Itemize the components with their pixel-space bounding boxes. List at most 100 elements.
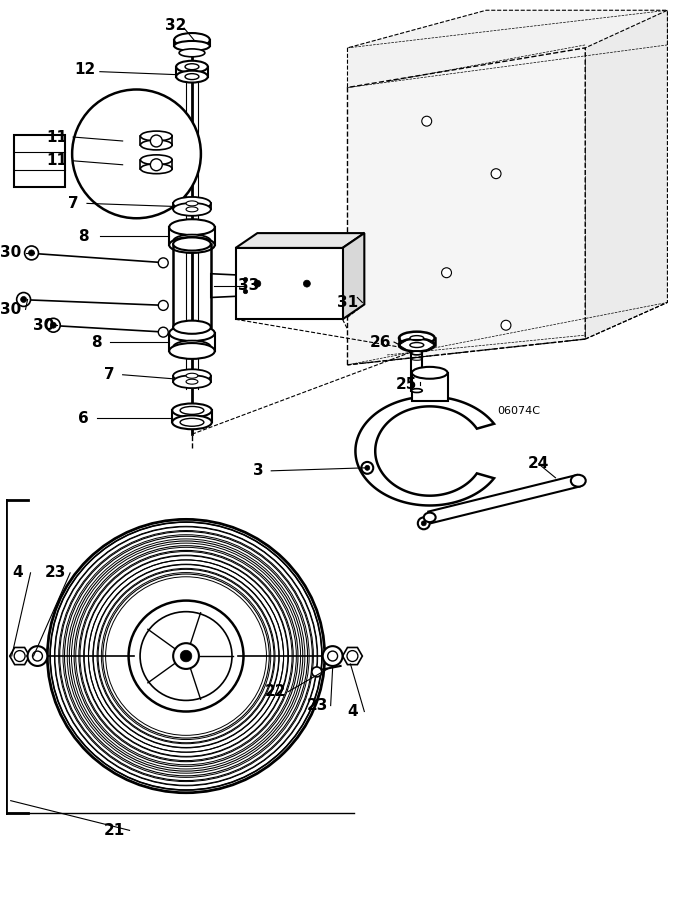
Text: 21: 21	[104, 823, 125, 838]
Ellipse shape	[33, 651, 42, 661]
Circle shape	[46, 318, 61, 333]
Ellipse shape	[399, 339, 435, 352]
Ellipse shape	[410, 342, 424, 348]
Text: 30: 30	[0, 246, 21, 260]
Circle shape	[418, 517, 430, 529]
Ellipse shape	[312, 667, 322, 677]
Text: 23: 23	[45, 565, 66, 581]
Circle shape	[361, 462, 373, 474]
Ellipse shape	[173, 197, 211, 210]
Ellipse shape	[169, 219, 215, 235]
Ellipse shape	[172, 403, 211, 418]
Ellipse shape	[176, 71, 208, 82]
Ellipse shape	[399, 332, 435, 344]
Ellipse shape	[169, 237, 215, 253]
Circle shape	[50, 323, 56, 328]
Ellipse shape	[169, 343, 215, 359]
Circle shape	[173, 643, 199, 669]
Text: 6: 6	[78, 410, 88, 426]
Circle shape	[491, 169, 501, 178]
Circle shape	[347, 651, 358, 661]
Circle shape	[72, 90, 201, 218]
Ellipse shape	[424, 513, 436, 522]
Circle shape	[150, 159, 163, 170]
Ellipse shape	[173, 237, 211, 251]
Ellipse shape	[173, 375, 211, 388]
Ellipse shape	[174, 33, 210, 47]
Text: 7: 7	[105, 367, 115, 382]
Ellipse shape	[328, 651, 337, 661]
Polygon shape	[347, 48, 585, 365]
Ellipse shape	[185, 73, 199, 80]
Polygon shape	[428, 475, 579, 523]
Text: 30: 30	[33, 318, 54, 333]
Circle shape	[303, 280, 310, 287]
Ellipse shape	[412, 367, 447, 379]
Circle shape	[29, 250, 35, 255]
Ellipse shape	[173, 341, 211, 353]
Text: 26: 26	[369, 334, 391, 350]
Text: 12: 12	[74, 63, 96, 77]
Ellipse shape	[28, 646, 48, 666]
Polygon shape	[343, 648, 362, 665]
Text: 7: 7	[68, 196, 78, 211]
Text: 11: 11	[47, 153, 68, 169]
Circle shape	[158, 258, 168, 268]
Bar	[412, 372, 447, 400]
Ellipse shape	[173, 370, 211, 382]
Text: 23: 23	[307, 699, 328, 713]
Ellipse shape	[411, 389, 422, 392]
Polygon shape	[343, 233, 364, 319]
Circle shape	[422, 521, 426, 525]
Ellipse shape	[141, 140, 172, 149]
Text: 25: 25	[396, 377, 418, 392]
Ellipse shape	[410, 335, 424, 341]
Ellipse shape	[180, 419, 204, 426]
Circle shape	[20, 296, 27, 303]
Ellipse shape	[141, 164, 172, 174]
Polygon shape	[356, 397, 494, 506]
Ellipse shape	[169, 325, 215, 341]
Text: 06074C: 06074C	[497, 407, 541, 417]
Ellipse shape	[180, 407, 204, 414]
Circle shape	[158, 327, 168, 337]
Polygon shape	[585, 10, 667, 339]
Ellipse shape	[140, 612, 232, 700]
Text: 4: 4	[347, 704, 358, 719]
Text: 8: 8	[78, 228, 88, 244]
Polygon shape	[211, 274, 252, 297]
Ellipse shape	[141, 131, 172, 141]
Polygon shape	[347, 10, 667, 88]
Text: 3: 3	[253, 463, 264, 478]
Circle shape	[243, 289, 248, 294]
Bar	[235, 248, 343, 319]
Text: 32: 32	[165, 17, 187, 33]
Ellipse shape	[571, 475, 585, 487]
Text: 33: 33	[238, 278, 259, 294]
Ellipse shape	[173, 321, 211, 333]
Ellipse shape	[323, 646, 343, 666]
Ellipse shape	[173, 203, 211, 216]
Ellipse shape	[186, 207, 198, 212]
Circle shape	[441, 268, 452, 277]
Text: 24: 24	[528, 457, 549, 471]
Circle shape	[17, 293, 31, 306]
Circle shape	[365, 466, 370, 470]
Text: 8: 8	[92, 334, 102, 350]
Circle shape	[254, 280, 261, 287]
Polygon shape	[10, 648, 29, 665]
Ellipse shape	[174, 41, 210, 51]
Ellipse shape	[129, 601, 243, 711]
Ellipse shape	[173, 235, 211, 247]
Ellipse shape	[411, 351, 422, 355]
Circle shape	[180, 651, 192, 662]
Circle shape	[243, 277, 248, 282]
Ellipse shape	[186, 380, 198, 384]
Text: 31: 31	[337, 295, 358, 310]
Text: 4: 4	[12, 565, 23, 581]
Ellipse shape	[179, 49, 205, 57]
Ellipse shape	[141, 155, 172, 165]
Ellipse shape	[172, 415, 211, 429]
Ellipse shape	[176, 61, 208, 72]
Ellipse shape	[48, 519, 325, 793]
